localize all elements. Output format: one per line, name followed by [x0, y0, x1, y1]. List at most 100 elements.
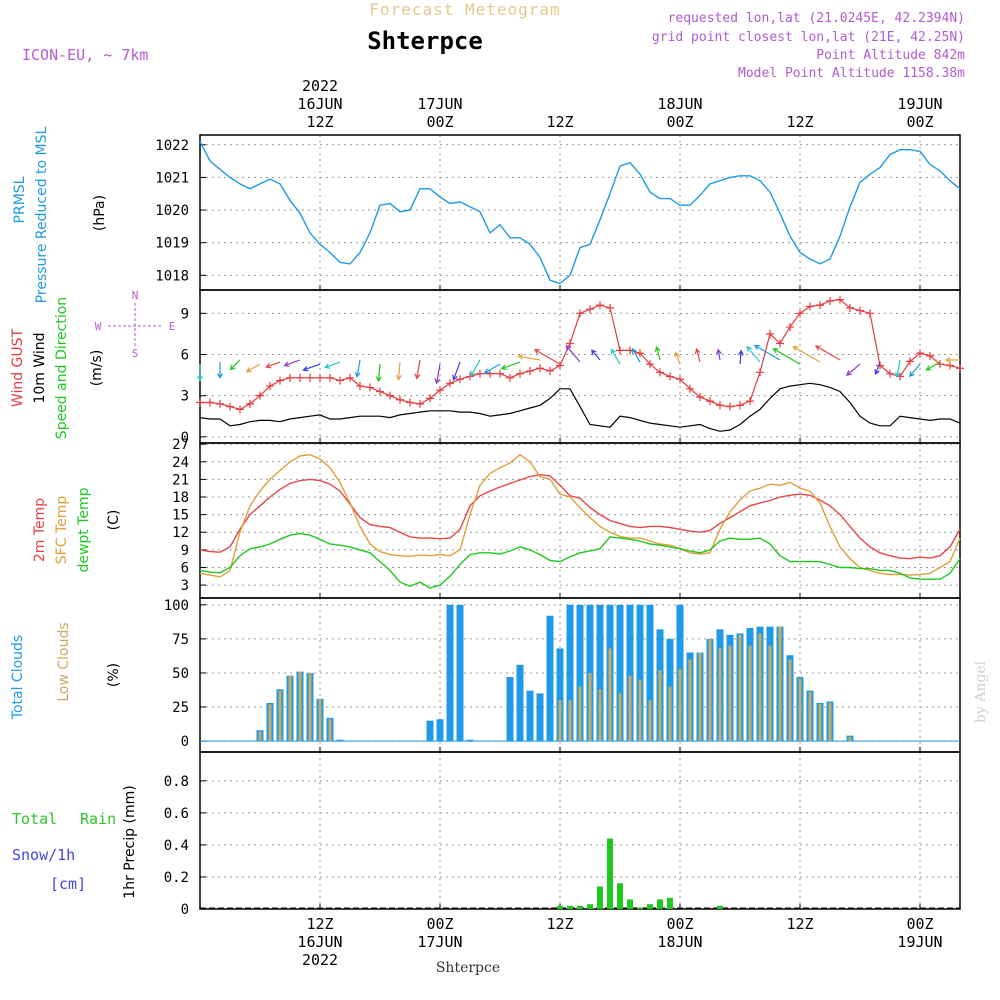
- wind-gust-marker: [286, 373, 294, 382]
- y-tick-label: 12: [172, 525, 189, 541]
- wind-gust-marker: [736, 401, 744, 410]
- wind-direction-arrow: [874, 361, 881, 376]
- total-cloud-bar: [556, 648, 564, 742]
- total-cloud-bar: [456, 604, 464, 742]
- wind-gust-marker: [796, 309, 804, 318]
- wind-gust-marker: [616, 346, 624, 355]
- wind-direction-arrow: [944, 357, 960, 363]
- wind-10m-line: [199, 382, 961, 432]
- wind-direction-arrow: [302, 363, 321, 372]
- model-altitude: Model Point Altitude 1158.38m: [738, 66, 965, 81]
- wind-gust-marker: [386, 391, 394, 400]
- time-axis-label: 18JUN: [657, 95, 702, 113]
- wind-gust-marker: [266, 382, 274, 391]
- wind-gust-marker: [836, 295, 844, 304]
- wind-gust-marker: [486, 369, 494, 378]
- wind-gust-marker: [426, 394, 434, 403]
- temp-2m-label: 2m Temp: [32, 498, 48, 562]
- low-cloud-bar: [638, 679, 642, 742]
- rain-bar: [627, 899, 633, 909]
- wind-gust-marker: [226, 402, 234, 411]
- low-cloud-bar: [648, 700, 652, 742]
- y-tick-label: 6: [181, 560, 189, 576]
- time-axis-label: 12Z: [306, 915, 333, 933]
- rain-bar: [667, 897, 673, 909]
- wind-gust-marker: [846, 303, 854, 312]
- time-axis-label: 2022: [302, 77, 338, 95]
- low-cloud-bar: [848, 737, 852, 742]
- wind-gust-marker: [756, 368, 764, 377]
- wind-gust-marker: [506, 373, 514, 382]
- footer-location: Shterpce: [436, 960, 500, 976]
- wind-gust-marker: [716, 401, 724, 410]
- wind-direction-arrow: [814, 345, 841, 361]
- total-cloud-bar: [336, 739, 344, 742]
- wind-gust-marker: [696, 393, 704, 402]
- time-axis-label: 17JUN: [417, 95, 462, 113]
- low-cloud-bar: [728, 645, 732, 742]
- total-cloud-bar: [546, 615, 554, 742]
- wind-gust-marker: [586, 305, 594, 314]
- wind-gust-marker: [806, 302, 814, 311]
- wind-gust-marker: [666, 372, 674, 381]
- wind-gust-marker: [476, 369, 484, 378]
- pressure-msl-label: Pressure Reduced to MSL: [34, 126, 50, 303]
- wind-direction-arrow: [716, 348, 722, 361]
- low-clouds-label: Low Clouds: [56, 622, 72, 701]
- y-tick-label: 0: [181, 430, 189, 446]
- low-cloud-bar: [688, 659, 692, 742]
- time-axis-label: 16JUN: [297, 933, 342, 951]
- time-axis-label: 18JUN: [657, 933, 702, 951]
- wind-direction-arrow: [395, 361, 402, 381]
- temp-unit-label: (C): [106, 510, 122, 531]
- total-cloud-bar: [506, 677, 514, 742]
- y-tick-label: 75: [172, 632, 189, 648]
- wind-gust-marker: [236, 405, 244, 414]
- y-tick-label: 3: [181, 578, 189, 594]
- rain-bar: [587, 904, 593, 909]
- low-cloud-bar: [678, 668, 682, 742]
- compass-rose-icon: N S W E: [95, 289, 176, 360]
- low-cloud-bar: [278, 690, 282, 742]
- wind-direction-arrow: [283, 359, 301, 367]
- wind-gust-marker: [906, 357, 914, 366]
- wind-direction-arrow: [354, 359, 361, 378]
- wind-direction-arrow: [245, 363, 261, 373]
- wind-gust-marker: [786, 323, 794, 332]
- y-tick-label: 1022: [155, 138, 189, 154]
- y-tick-label: 50: [172, 666, 189, 682]
- wind-direction-arrow: [737, 349, 744, 365]
- wind-direction-arrow: [610, 348, 621, 365]
- wind-gust-marker: [406, 398, 414, 407]
- y-tick-label: 6: [181, 347, 189, 363]
- wind-gust-marker: [596, 301, 604, 310]
- low-cloud-bar: [718, 648, 722, 742]
- rain-bar: [657, 899, 663, 909]
- low-cloud-bar: [558, 700, 562, 742]
- low-cloud-bar: [828, 702, 832, 742]
- rain-bar: [597, 886, 603, 909]
- wind-gust-marker: [456, 375, 464, 384]
- wind-gust-marker: [276, 376, 284, 385]
- y-tick-label: 1021: [155, 170, 189, 186]
- wind-direction-arrow: [846, 363, 861, 376]
- wind-gust-label: Wind GUST: [10, 328, 26, 407]
- snow-unit-label: [cm]: [50, 875, 86, 893]
- temp-sfc-label: SFC Temp: [54, 496, 70, 565]
- panel-frame: [199, 751, 961, 910]
- grid-point: grid point closest lon,lat (21E, 42.25N): [652, 30, 965, 45]
- wind-panel: 0 3 6 9: [181, 289, 964, 446]
- cloud-panel: 0 25 50 75 100: [164, 597, 961, 753]
- wind-gust-marker: [216, 399, 224, 408]
- wind-direction-arrow: [517, 354, 541, 361]
- wind-direction-arrow: [414, 359, 421, 380]
- product-title: Forecast Meteogram: [369, 0, 560, 19]
- wind-gust-marker: [746, 397, 754, 406]
- wind-gust-marker: [336, 376, 344, 385]
- rain-bar: [577, 905, 583, 909]
- wind-direction-arrow: [909, 363, 921, 378]
- y-tick-label: 3: [181, 389, 189, 405]
- low-cloud-bar: [328, 719, 332, 742]
